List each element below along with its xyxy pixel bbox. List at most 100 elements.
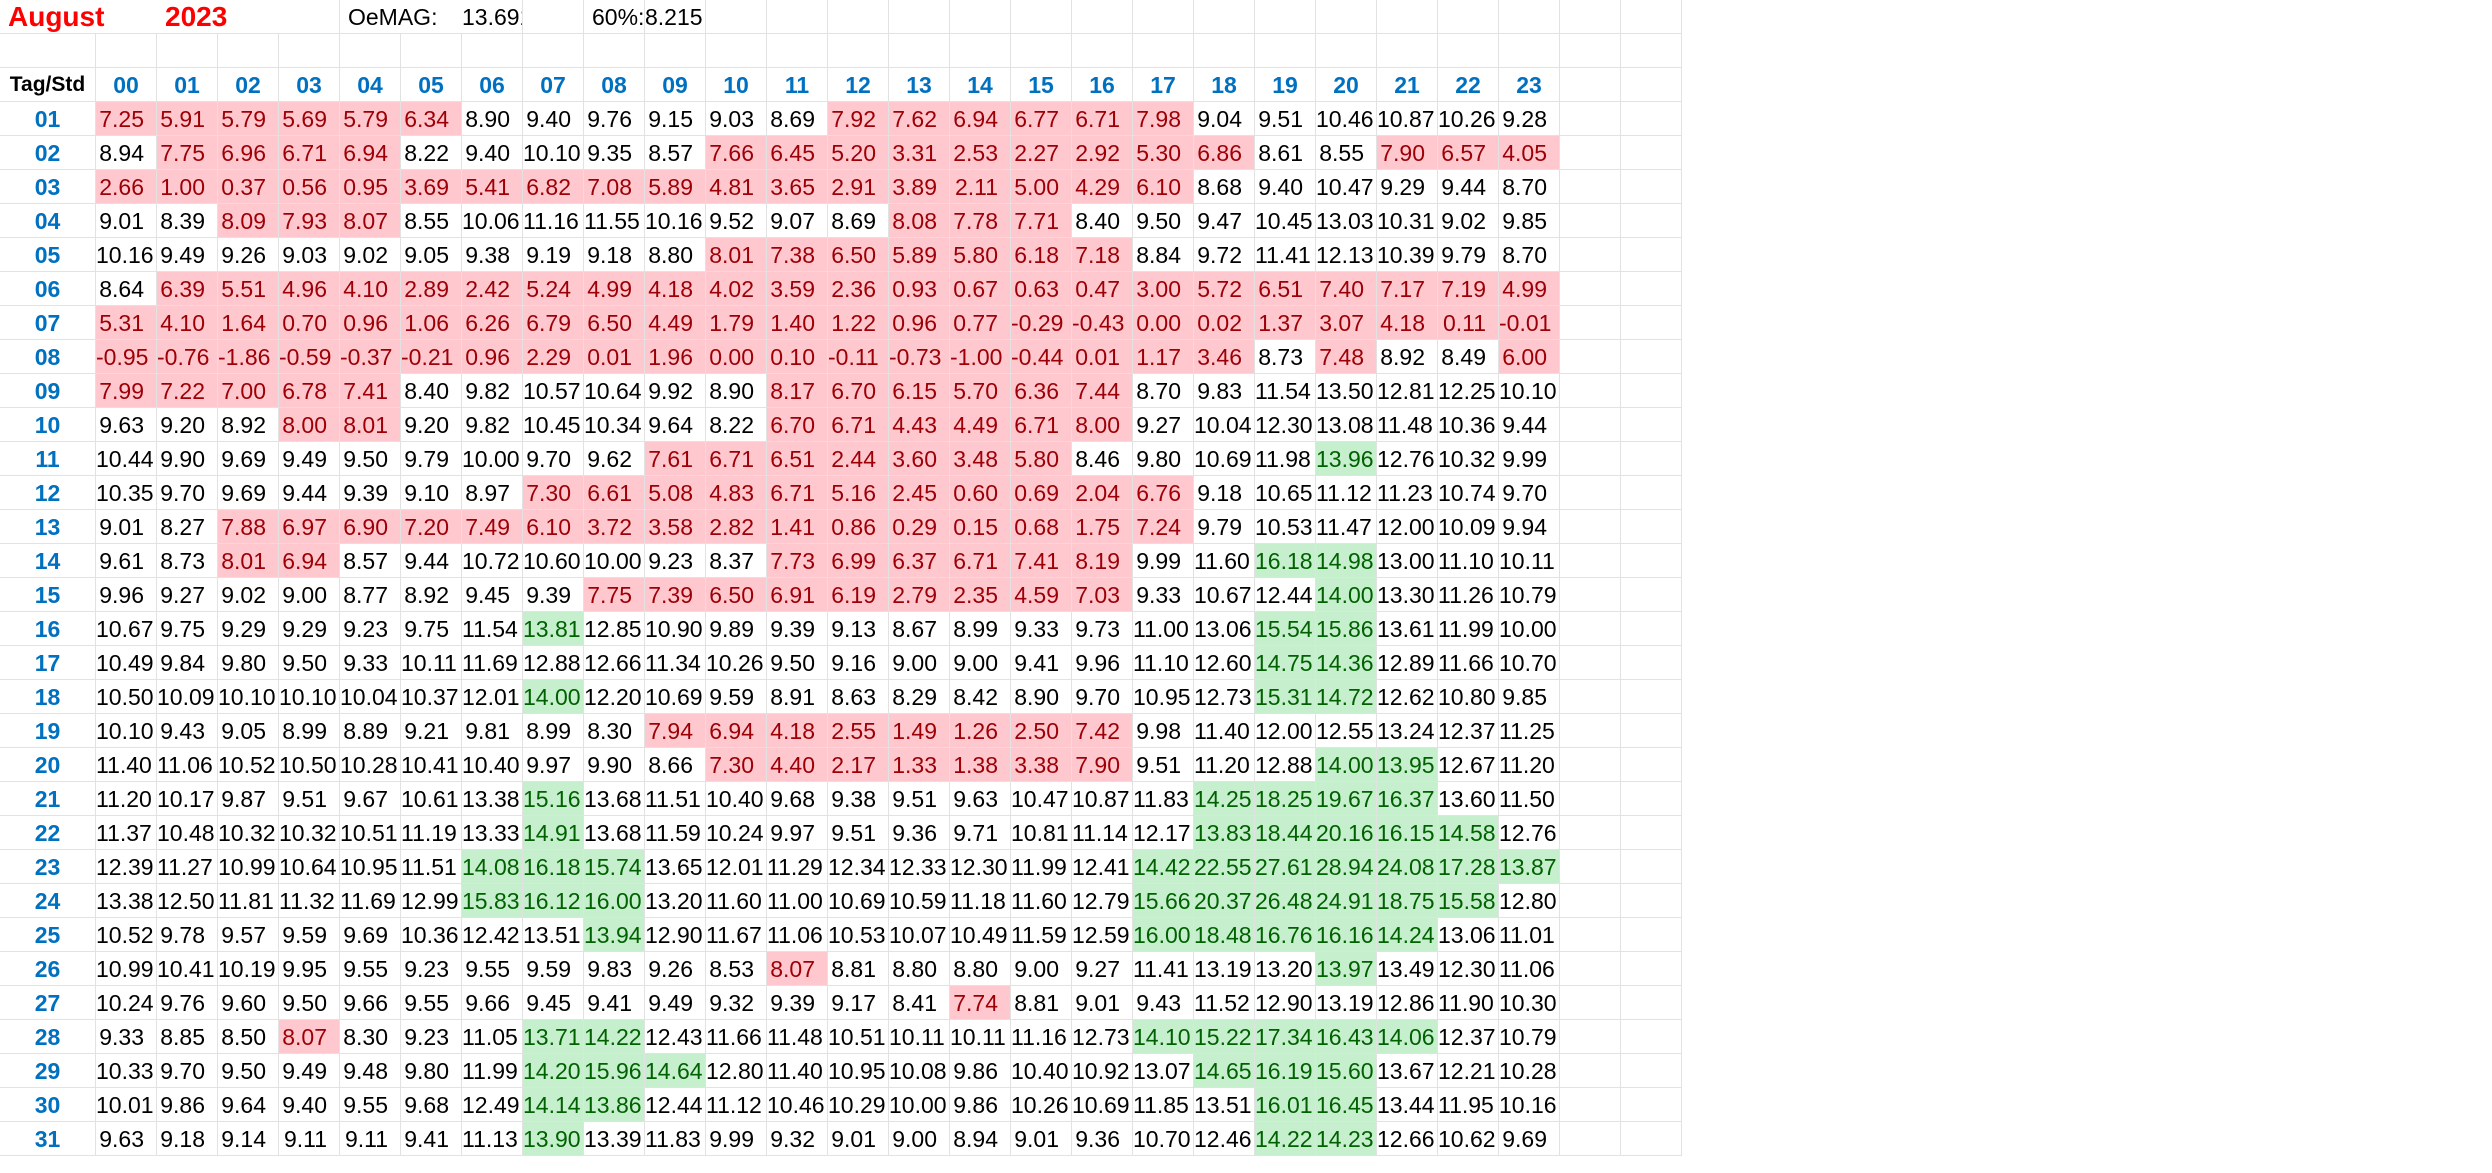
price-cell[interactable]: 12.44 <box>1255 578 1316 612</box>
price-cell[interactable]: 13.49 <box>1377 952 1438 986</box>
day-label-06[interactable]: 06 <box>0 272 96 306</box>
empty-cell[interactable] <box>1560 306 1621 340</box>
price-cell[interactable]: -0.43 <box>1072 306 1133 340</box>
price-cell[interactable]: 7.94 <box>645 714 706 748</box>
price-cell[interactable]: 12.79 <box>1072 884 1133 918</box>
price-cell[interactable]: 9.70 <box>523 442 584 476</box>
price-cell[interactable]: 7.90 <box>1377 136 1438 170</box>
price-cell[interactable]: 4.59 <box>1011 578 1072 612</box>
price-cell[interactable]: 13.95 <box>1377 748 1438 782</box>
price-cell[interactable]: 4.49 <box>645 306 706 340</box>
empty-cell[interactable] <box>1560 170 1621 204</box>
hour-header-13[interactable]: 13 <box>889 68 950 102</box>
price-cell[interactable]: 1.37 <box>1255 306 1316 340</box>
empty-cell[interactable] <box>889 0 950 34</box>
price-cell[interactable]: 6.71 <box>1072 102 1133 136</box>
price-cell[interactable]: 9.03 <box>706 102 767 136</box>
price-cell[interactable]: 13.67 <box>1377 1054 1438 1088</box>
day-label-12[interactable]: 12 <box>0 476 96 510</box>
price-cell[interactable]: 12.90 <box>645 918 706 952</box>
empty-cell[interactable] <box>1438 34 1499 68</box>
price-cell[interactable]: 13.68 <box>584 816 645 850</box>
price-cell[interactable]: 5.91 <box>157 102 218 136</box>
price-cell[interactable]: 11.48 <box>767 1020 828 1054</box>
price-cell[interactable]: 9.68 <box>401 1088 462 1122</box>
price-cell[interactable]: 9.55 <box>462 952 523 986</box>
price-cell[interactable]: 1.33 <box>889 748 950 782</box>
price-cell[interactable]: 9.28 <box>1499 102 1560 136</box>
price-cell[interactable]: 9.59 <box>279 918 340 952</box>
price-cell[interactable]: 9.85 <box>1499 680 1560 714</box>
day-label-18[interactable]: 18 <box>0 680 96 714</box>
price-cell[interactable]: 6.96 <box>218 136 279 170</box>
price-cell[interactable]: 4.10 <box>340 272 401 306</box>
price-cell[interactable]: 6.94 <box>279 544 340 578</box>
price-cell[interactable]: 6.94 <box>950 102 1011 136</box>
price-cell[interactable]: 3.31 <box>889 136 950 170</box>
empty-cell[interactable] <box>1560 646 1621 680</box>
price-cell[interactable]: 10.11 <box>950 1020 1011 1054</box>
price-cell[interactable]: 4.18 <box>1377 306 1438 340</box>
price-cell[interactable]: 2.53 <box>950 136 1011 170</box>
price-cell[interactable]: 10.50 <box>96 680 157 714</box>
price-cell[interactable]: 0.00 <box>706 340 767 374</box>
price-cell[interactable]: 12.13 <box>1316 238 1377 272</box>
price-cell[interactable]: 10.59 <box>889 884 950 918</box>
price-cell[interactable]: 12.49 <box>462 1088 523 1122</box>
price-cell[interactable]: 0.96 <box>462 340 523 374</box>
price-cell[interactable]: 2.89 <box>401 272 462 306</box>
price-cell[interactable]: 9.69 <box>218 442 279 476</box>
price-cell[interactable]: -1.86 <box>218 340 279 374</box>
price-cell[interactable]: 14.36 <box>1316 646 1377 680</box>
price-cell[interactable]: 11.16 <box>1011 1020 1072 1054</box>
empty-cell[interactable] <box>1255 0 1316 34</box>
empty-cell[interactable] <box>1621 986 1682 1020</box>
price-cell[interactable]: 16.18 <box>523 850 584 884</box>
price-cell[interactable]: 9.92 <box>645 374 706 408</box>
price-cell[interactable]: 12.30 <box>1438 952 1499 986</box>
price-cell[interactable]: 5.30 <box>1133 136 1194 170</box>
price-cell[interactable]: 5.79 <box>340 102 401 136</box>
price-cell[interactable]: 15.22 <box>1194 1020 1255 1054</box>
empty-cell[interactable] <box>1560 952 1621 986</box>
empty-cell[interactable] <box>1621 782 1682 816</box>
empty-cell[interactable] <box>1560 34 1621 68</box>
price-cell[interactable]: 9.27 <box>1072 952 1133 986</box>
price-cell[interactable]: 9.94 <box>1499 510 1560 544</box>
price-cell[interactable]: 7.78 <box>950 204 1011 238</box>
empty-cell[interactable] <box>1011 34 1072 68</box>
price-cell[interactable]: 14.06 <box>1377 1020 1438 1054</box>
price-cell[interactable]: 6.36 <box>1011 374 1072 408</box>
price-cell[interactable]: 16.12 <box>523 884 584 918</box>
price-cell[interactable]: 0.15 <box>950 510 1011 544</box>
price-cell[interactable]: 18.44 <box>1255 816 1316 850</box>
price-cell[interactable]: 9.90 <box>157 442 218 476</box>
empty-cell[interactable] <box>1621 408 1682 442</box>
price-cell[interactable]: 8.80 <box>889 952 950 986</box>
price-cell[interactable]: 0.70 <box>279 306 340 340</box>
price-cell[interactable]: 4.81 <box>706 170 767 204</box>
price-cell[interactable]: 8.46 <box>1072 442 1133 476</box>
empty-cell[interactable] <box>1621 340 1682 374</box>
price-cell[interactable]: 9.99 <box>1499 442 1560 476</box>
empty-cell[interactable] <box>1072 34 1133 68</box>
price-cell[interactable]: 10.32 <box>1438 442 1499 476</box>
price-cell[interactable]: 9.32 <box>706 986 767 1020</box>
price-cell[interactable]: 6.00 <box>1499 340 1560 374</box>
price-cell[interactable]: 13.51 <box>523 918 584 952</box>
price-cell[interactable]: 12.37 <box>1438 1020 1499 1054</box>
price-cell[interactable]: 12.44 <box>645 1088 706 1122</box>
price-cell[interactable]: 9.20 <box>157 408 218 442</box>
price-cell[interactable]: 4.29 <box>1072 170 1133 204</box>
price-cell[interactable]: 7.44 <box>1072 374 1133 408</box>
empty-cell[interactable] <box>706 34 767 68</box>
empty-cell[interactable] <box>1560 884 1621 918</box>
price-cell[interactable]: 13.81 <box>523 612 584 646</box>
price-cell[interactable]: 15.74 <box>584 850 645 884</box>
price-cell[interactable]: 9.00 <box>279 578 340 612</box>
price-cell[interactable]: 6.15 <box>889 374 950 408</box>
price-cell[interactable]: 9.67 <box>340 782 401 816</box>
price-cell[interactable]: 10.16 <box>645 204 706 238</box>
empty-cell[interactable] <box>1621 272 1682 306</box>
price-cell[interactable]: -0.44 <box>1011 340 1072 374</box>
